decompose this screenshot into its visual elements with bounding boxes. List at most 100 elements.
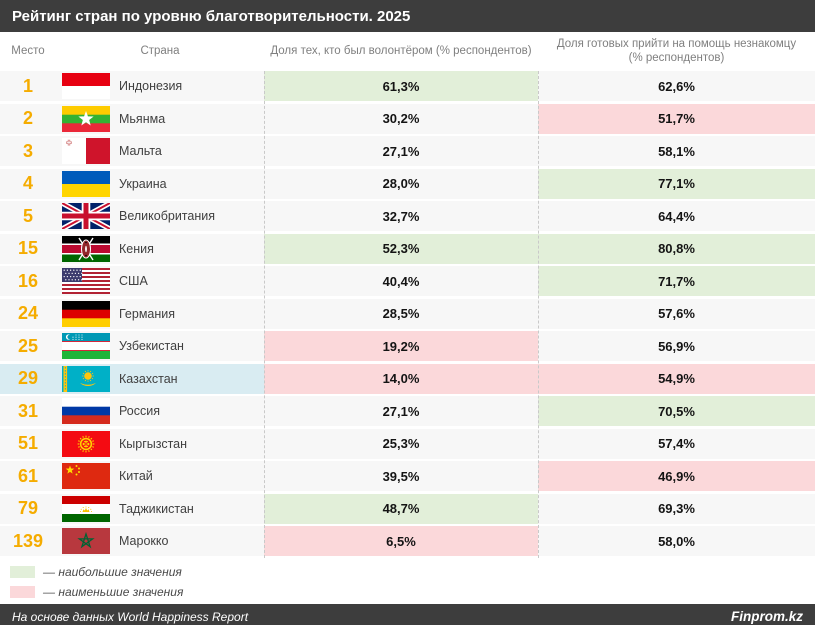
volunteer-value: 39,5% <box>264 461 538 491</box>
country-name: Кения <box>119 241 154 256</box>
help-stranger-value: 57,4% <box>538 428 815 459</box>
country-name: Узбекистан <box>119 339 184 353</box>
table-row: 24 Германия 28,5% 57,6% <box>0 298 815 329</box>
col-header-country: Страна <box>140 44 180 57</box>
title-bar: Рейтинг стран по уровню благотворительно… <box>0 0 815 32</box>
country-cell: Китай <box>56 461 264 491</box>
ua-flag-icon <box>62 170 110 197</box>
table-row: 29 Казахстан 14,0% 54,9% <box>0 363 815 394</box>
ranking-table: Место Страна Доля тех, кто был волонтёро… <box>0 32 815 559</box>
brand-logo: Finprom.kz <box>730 609 803 624</box>
country-cell: Украина <box>56 169 264 199</box>
volunteer-value: 6,5% <box>264 526 538 556</box>
volunteer-value: 28,0% <box>264 168 538 199</box>
country-name: США <box>119 274 148 288</box>
country-name: Индонезия <box>119 79 183 93</box>
country-cell: Мальта <box>56 136 264 166</box>
legend-label-min: — наименьшие значения <box>43 585 184 599</box>
legend-swatch-min <box>10 586 35 598</box>
country-cell: Мьянма <box>56 104 264 134</box>
volunteer-value: 32,7% <box>264 201 538 231</box>
help-stranger-value: 54,9% <box>538 363 815 394</box>
table-row: 139 Марокко 6,5% 58,0% <box>0 526 815 556</box>
country-name: Мьянма <box>119 111 166 126</box>
rank-value: 61 <box>17 465 39 486</box>
table-row: 79 Таджикистан 48,7% 69,3% <box>0 493 815 524</box>
help-stranger-value: 56,9% <box>538 331 815 361</box>
help-stranger-value: 77,1% <box>538 168 815 199</box>
country-cell: Кыргызстан <box>56 429 264 459</box>
rank-value: 16 <box>17 270 39 291</box>
country-name: Великобритания <box>119 209 215 223</box>
rank-value: 24 <box>17 303 39 323</box>
table-row: 31 Россия 27,1% 70,5% <box>0 396 815 426</box>
volunteer-value: 28,5% <box>264 298 538 329</box>
help-stranger-value: 57,6% <box>538 298 815 329</box>
country-cell: Индонезия <box>56 71 264 101</box>
table-row: 61 Китай 39,5% 46,9% <box>0 461 815 491</box>
legend-item-max: — наибольшие значения <box>10 564 815 581</box>
volunteer-value: 27,1% <box>264 136 538 166</box>
help-stranger-value: 70,5% <box>538 396 815 426</box>
uz-flag-icon <box>62 333 110 359</box>
id-flag-icon <box>62 73 110 99</box>
ma-flag-icon <box>62 528 110 554</box>
help-stranger-value: 80,8% <box>538 233 815 264</box>
help-stranger-value: 69,3% <box>538 493 815 524</box>
country-name: Россия <box>119 404 160 418</box>
rank-value: 15 <box>17 238 39 258</box>
table-row: 25 Узбекистан 19,2% 56,9% <box>0 331 815 361</box>
legend-label-max: — наибольшие значения <box>43 565 182 579</box>
rank-value: 51 <box>17 433 39 453</box>
source-note: На основе данных World Happiness Report <box>12 609 249 624</box>
col-header-volunteer: Доля тех, кто был волонтёром (% респонде… <box>270 44 532 57</box>
table-row: 4 Украина 28,0% 77,1% <box>0 168 815 199</box>
volunteer-value: 61,3% <box>264 71 538 101</box>
table-body: 1 Индонезия 61,3% 62,6% 2 Мьянма 30,2% 51,7% 3 Ма… <box>0 71 815 556</box>
table-row: 2 Мьянма 30,2% 51,7% <box>0 103 815 134</box>
help-stranger-value: 58,1% <box>538 136 815 166</box>
help-stranger-value: 71,7% <box>538 266 815 296</box>
rank-value: 31 <box>17 400 39 421</box>
help-stranger-value: 64,4% <box>538 201 815 231</box>
country-cell: США <box>56 266 264 296</box>
kz-flag-icon <box>62 365 110 392</box>
ru-flag-icon <box>62 398 110 424</box>
tj-flag-icon <box>62 495 110 522</box>
table-row: 16 США 40,4% 71,7% <box>0 266 815 296</box>
rank-value: 79 <box>17 498 39 518</box>
rank-value: 25 <box>17 335 39 356</box>
table-row: 5 Великобритания 32,7% 64,4% <box>0 201 815 231</box>
rank-value: 4 <box>22 173 33 193</box>
country-cell: Великобритания <box>56 201 264 231</box>
footer-bar: На основе данных World Happiness Report … <box>0 603 815 625</box>
gb-flag-icon <box>62 203 110 229</box>
table-row: 3 Мальта 27,1% 58,1% <box>0 136 815 166</box>
mm-flag-icon <box>62 105 110 132</box>
country-cell: Узбекистан <box>56 331 264 361</box>
legend-item-min: — наименьшие значения <box>10 584 815 601</box>
volunteer-value: 14,0% <box>264 363 538 394</box>
country-name: Мальта <box>119 144 162 158</box>
help-stranger-value: 51,7% <box>538 103 815 134</box>
volunteer-value: 19,2% <box>264 331 538 361</box>
rank-value: 29 <box>17 368 39 388</box>
help-stranger-value: 62,6% <box>538 71 815 101</box>
country-cell: Кения <box>56 234 264 264</box>
page-title: Рейтинг стран по уровню благотворительно… <box>12 7 411 25</box>
rank-value: 5 <box>22 205 33 226</box>
country-name: Китай <box>119 469 153 483</box>
country-cell: Казахстан <box>56 364 264 394</box>
de-flag-icon <box>62 300 110 327</box>
help-stranger-value: 58,0% <box>538 526 815 556</box>
country-cell: Марокко <box>56 526 264 556</box>
country-name: Украина <box>119 176 167 191</box>
volunteer-value: 48,7% <box>264 493 538 524</box>
country-cell: Таджикистан <box>56 494 264 524</box>
volunteer-value: 40,4% <box>264 266 538 296</box>
us-flag-icon <box>62 268 110 294</box>
help-stranger-value: 46,9% <box>538 461 815 491</box>
country-name: Германия <box>119 306 176 321</box>
country-cell: Германия <box>56 299 264 329</box>
